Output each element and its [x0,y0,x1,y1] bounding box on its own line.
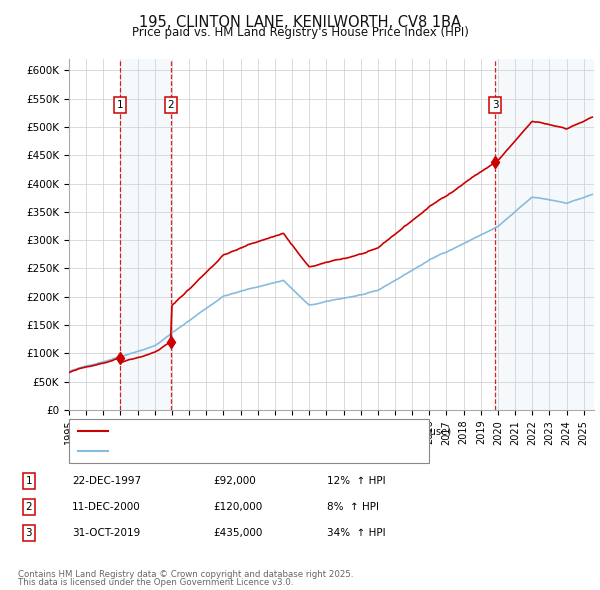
Text: This data is licensed under the Open Government Licence v3.0.: This data is licensed under the Open Gov… [18,578,293,587]
Text: £435,000: £435,000 [213,528,262,537]
Text: 34%  ↑ HPI: 34% ↑ HPI [327,528,386,537]
Text: 1: 1 [25,476,32,486]
Text: 2: 2 [167,100,174,110]
Text: 195, CLINTON LANE, KENILWORTH, CV8 1BA (semi-detached house): 195, CLINTON LANE, KENILWORTH, CV8 1BA (… [113,427,451,436]
Bar [495,59,594,410]
Text: 1: 1 [116,100,123,110]
Text: 195, CLINTON LANE, KENILWORTH, CV8 1BA: 195, CLINTON LANE, KENILWORTH, CV8 1BA [139,15,461,30]
Text: £120,000: £120,000 [213,502,262,512]
Text: 3: 3 [25,528,32,537]
Text: 11-DEC-2000: 11-DEC-2000 [72,502,141,512]
Text: 22-DEC-1997: 22-DEC-1997 [72,476,141,486]
Text: HPI: Average price, semi-detached house, Warwick: HPI: Average price, semi-detached house,… [113,446,367,455]
Text: Contains HM Land Registry data © Crown copyright and database right 2025.: Contains HM Land Registry data © Crown c… [18,571,353,579]
Bar [120,59,171,410]
Text: 2: 2 [25,502,32,512]
Text: 31-OCT-2019: 31-OCT-2019 [72,528,140,537]
Text: 12%  ↑ HPI: 12% ↑ HPI [327,476,386,486]
Text: Price paid vs. HM Land Registry's House Price Index (HPI): Price paid vs. HM Land Registry's House … [131,26,469,39]
Text: 8%  ↑ HPI: 8% ↑ HPI [327,502,379,512]
Text: 3: 3 [491,100,499,110]
Text: £92,000: £92,000 [213,476,256,486]
